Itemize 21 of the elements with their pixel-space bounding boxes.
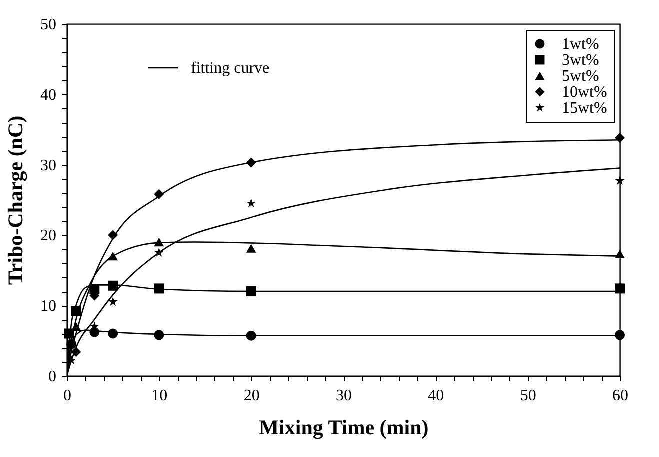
x-tick-label: 40 [428, 388, 444, 404]
legend-label: 10wt% [562, 84, 608, 101]
x-tick-label: 30 [336, 388, 352, 404]
x-tick-label: 20 [244, 388, 260, 404]
x-axis-title: Mixing Time (min) [259, 416, 429, 440]
y-tick-label: 10 [40, 298, 56, 316]
legend-label: 15wt% [562, 100, 608, 117]
legend-label: fitting curve [191, 60, 270, 77]
x-tick-label: 60 [612, 388, 628, 404]
y-tick-label: 30 [40, 157, 56, 174]
x-tick-label: 50 [520, 388, 536, 404]
y-tick-label: 40 [40, 86, 56, 104]
legend-label: 1wt% [562, 36, 600, 53]
x-tick-label: 0 [64, 388, 72, 404]
legend-label: 3wt% [562, 52, 600, 69]
y-tick-label: 0 [48, 368, 56, 386]
y-tick-label: 50 [40, 16, 56, 34]
y-axis-title: Tribo-Charge (nC) [4, 116, 28, 286]
y-tick-label: 20 [40, 228, 56, 245]
legend-label: 5wt% [562, 68, 600, 85]
x-tick-label: 10 [152, 388, 168, 404]
